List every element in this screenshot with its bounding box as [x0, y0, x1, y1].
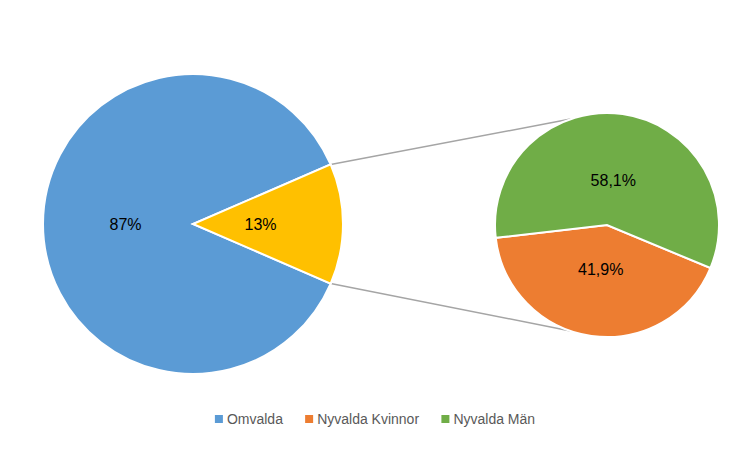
- background: [0, 0, 750, 450]
- pie-1: [495, 113, 719, 337]
- legend-item: Omvalda: [215, 411, 283, 427]
- data-label: 58,1%: [591, 172, 636, 189]
- data-labels: 41,9% 58,1%: [578, 172, 636, 278]
- data-label: 87%: [109, 216, 141, 233]
- legend-swatch: [305, 415, 313, 423]
- legend-label: Omvalda: [227, 411, 283, 427]
- data-label: 41,9%: [578, 261, 623, 278]
- chart: 87% 13% 41,9% 58,1% Omvalda Nyvalda Kvinnor Ny…: [0, 0, 750, 450]
- pie-slice: [193, 164, 343, 283]
- legend-swatch: [215, 415, 223, 423]
- legend-label: Nyvalda Män: [453, 411, 535, 427]
- data-labels: 87% 13%: [109, 216, 276, 233]
- pie-slice: [495, 113, 719, 268]
- legend: Omvalda Nyvalda Kvinnor Nyvalda Män: [215, 411, 535, 427]
- legend-label: Nyvalda Kvinnor: [317, 411, 419, 427]
- legend-item: Nyvalda Män: [441, 411, 535, 427]
- legend-swatch: [441, 415, 449, 423]
- legend-item: Nyvalda Kvinnor: [305, 411, 419, 427]
- pie-0: [43, 74, 343, 374]
- data-label: 13%: [244, 216, 276, 233]
